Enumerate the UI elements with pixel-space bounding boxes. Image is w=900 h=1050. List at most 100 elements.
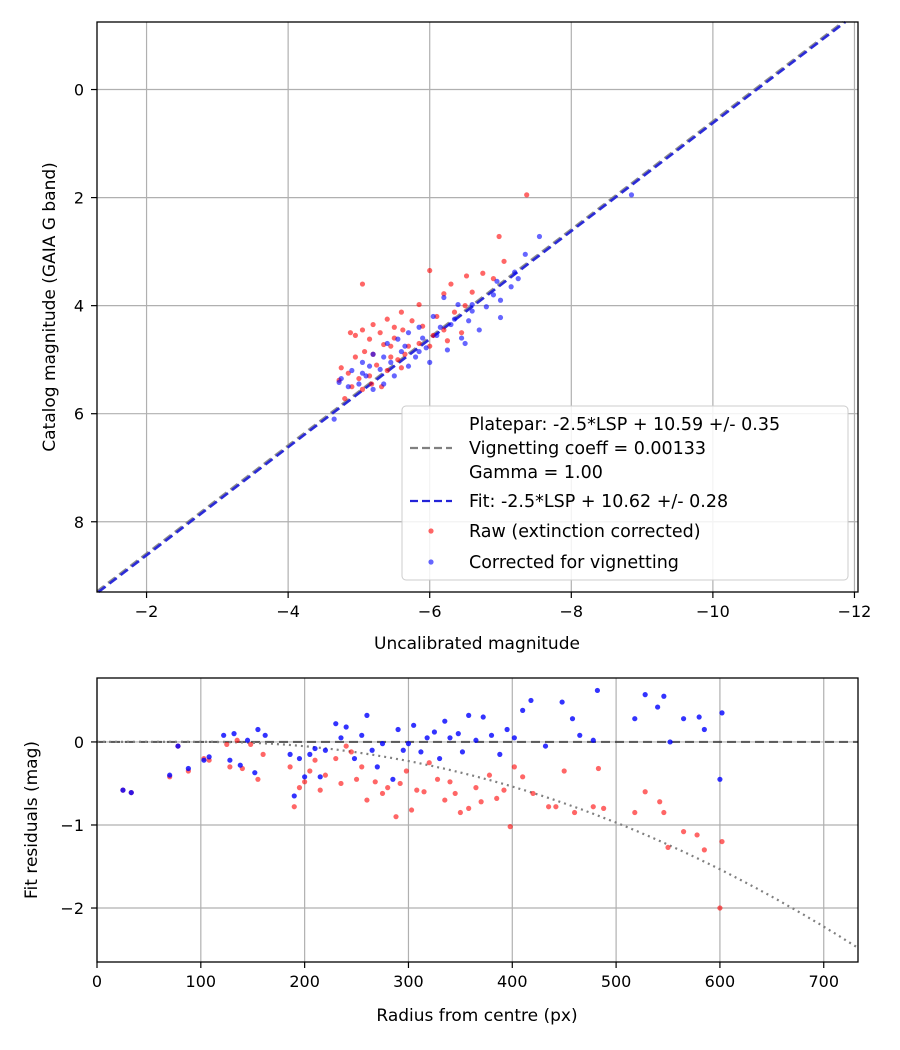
corrected-point (349, 367, 355, 374)
residual-raw-point (296, 785, 303, 791)
raw-point (469, 289, 475, 295)
bottom-x-tick-label: 700 (808, 972, 839, 991)
residual-raw-point (312, 757, 318, 763)
raw-point (451, 309, 458, 315)
residual-raw-point (421, 789, 427, 795)
residual-raw-point (393, 814, 399, 820)
residual-corrected-point (488, 732, 495, 738)
residual-raw-point (302, 779, 308, 785)
legend: Platepar: -2.5*LSP + 10.59 +/- 0.35 Vign… (401, 405, 849, 581)
bottom-x-tick-label: 0 (92, 972, 102, 991)
residual-raw-point (317, 787, 323, 793)
bottom-y-tick-label: −2 (60, 899, 84, 918)
top-x-tick-label: −12 (838, 602, 872, 621)
residual-raw-point (719, 838, 725, 845)
residual-raw-point (546, 804, 552, 810)
corrected-point (366, 363, 373, 369)
corrected-point (441, 294, 447, 301)
raw-point (463, 273, 470, 279)
top-plot-frame (96, 21, 859, 593)
bottom-y-axis-label: Fit residuals (mag) (22, 741, 42, 899)
residual-corrected-point (343, 724, 349, 730)
residual-raw-point (248, 741, 254, 748)
top-scatter-points (331, 192, 635, 422)
corrected-point (416, 348, 422, 355)
residual-raw-point (661, 809, 667, 816)
corrected-point (356, 381, 362, 387)
residual-raw-point (343, 743, 349, 749)
residual-corrected-point (287, 751, 293, 757)
corrected-point (469, 301, 475, 308)
top-y-tick-label: 0 (74, 81, 84, 100)
corrected-point (381, 381, 387, 387)
residual-corrected-point (317, 774, 323, 780)
corrected-point (430, 313, 436, 320)
corrected-point (405, 330, 412, 336)
residual-corrected-point (390, 776, 396, 782)
corrected-point (370, 386, 376, 392)
corrected-point (395, 336, 401, 342)
residual-corrected-point (590, 737, 596, 743)
raw-point (366, 336, 373, 342)
residual-corrected-point (459, 749, 466, 755)
corrected-point (490, 292, 497, 298)
residual-corrected-point (227, 757, 233, 763)
residual-raw-point (466, 805, 472, 811)
residual-corrected-point (120, 787, 126, 793)
residual-corrected-point (719, 710, 725, 716)
top-x-tick-label: −2 (135, 602, 159, 621)
residual-corrected-point (333, 721, 339, 727)
legend-corrected-label: Corrected for vignetting (469, 553, 679, 573)
residual-corrected-point (473, 737, 479, 743)
residual-corrected-point (302, 774, 308, 780)
residual-corrected-point (296, 755, 303, 762)
corrected-point (338, 375, 344, 382)
corrected-point (469, 308, 475, 314)
top-y-tick-label: 4 (74, 297, 84, 316)
residual-raw-point (408, 807, 415, 813)
residual-raw-point (348, 749, 354, 755)
bottom-reference-lines (97, 740, 858, 949)
raw-point (444, 338, 451, 344)
top-x-axis-label: Uncalibrated magnitude (374, 634, 580, 654)
bottom-plot-frame (96, 677, 859, 963)
residual-corrected-point (418, 749, 424, 755)
residual-raw-point (701, 847, 707, 853)
residual-raw-point (561, 768, 567, 774)
bottom-x-tick-label: 500 (601, 972, 632, 991)
raw-point (398, 365, 404, 371)
corrected-point (402, 343, 408, 349)
residual-corrected-point (252, 770, 258, 776)
corrected-point (515, 276, 521, 282)
bottom-y-tick-label: −1 (60, 816, 84, 835)
residual-corrected-point (291, 793, 297, 799)
bottom-grid (96, 678, 858, 962)
residual-corrected-point (400, 747, 406, 753)
raw-point (352, 332, 358, 338)
residual-corrected-point (442, 718, 448, 724)
residual-corrected-point (680, 716, 687, 722)
residual-corrected-point (221, 732, 227, 738)
raw-point (369, 381, 375, 387)
residual-corrected-point (701, 726, 707, 733)
raw-point (398, 309, 404, 315)
residual-corrected-point (351, 755, 358, 762)
corrected-point (508, 284, 514, 290)
corrected-point (331, 416, 337, 422)
residual-raw-point (307, 768, 313, 774)
corrected-point (412, 354, 419, 360)
raw-point (400, 327, 406, 333)
residual-corrected-point (201, 757, 207, 763)
top-axis-ticks: −2 −4 −6 −8 −10 −12 0 2 4 6 8 (74, 81, 872, 621)
residual-raw-point (426, 760, 432, 766)
corrected-point (377, 366, 383, 373)
residual-raw-point (680, 829, 687, 835)
raw-point (370, 321, 376, 328)
corrected-point (359, 359, 366, 365)
bottom-x-tick-label: 600 (705, 972, 736, 991)
bottom-x-tick-label: 100 (186, 972, 217, 991)
residual-raw-point (473, 785, 479, 791)
residual-raw-point (694, 832, 700, 838)
raw-point (374, 362, 380, 368)
residual-corrected-point (185, 765, 191, 772)
